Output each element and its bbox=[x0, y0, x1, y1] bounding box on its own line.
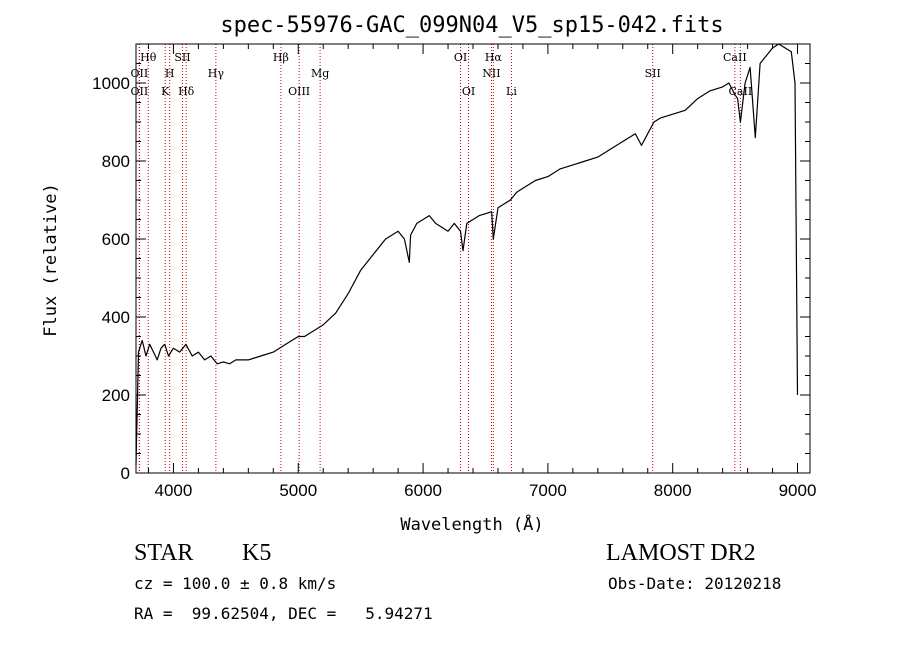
spectral-line-label: SII bbox=[174, 51, 190, 64]
object-subclass: K5 bbox=[242, 540, 272, 566]
x-tick-label: 6000 bbox=[404, 481, 442, 500]
y-tick-label: 800 bbox=[102, 152, 130, 171]
spectral-line-label: Li bbox=[506, 85, 517, 98]
x-tick-label: 8000 bbox=[654, 481, 692, 500]
spectral-line-label: Hβ bbox=[273, 51, 289, 64]
object-class: STAR bbox=[134, 540, 194, 566]
spectral-line-label: SII bbox=[645, 67, 661, 80]
spectral-line-label: Hα bbox=[485, 51, 503, 64]
spectrum-line bbox=[135, 43, 799, 466]
spectral-line-markers bbox=[138, 44, 741, 473]
y-tick-label: 400 bbox=[102, 308, 130, 327]
x-tick-label: 9000 bbox=[779, 481, 817, 500]
chart-title: spec-55976-GAC_099N04_V5_sp15-042.fits bbox=[220, 13, 723, 38]
spectral-line-label: H bbox=[165, 67, 175, 80]
survey-name: LAMOST DR2 bbox=[606, 540, 756, 566]
spectral-line-label: Hδ bbox=[178, 85, 195, 98]
coordinates: RA = 99.62504, DEC = 5.94271 bbox=[134, 604, 433, 623]
spectrum-series bbox=[135, 43, 799, 466]
axes: 4000 5000 6000 7000 8000 9000 0 200 400 600 800 100… bbox=[92, 43, 817, 500]
redshift-info: cz = 100.0 ± 0.8 km/s bbox=[134, 574, 337, 593]
y-axis-label: Flux (relative) bbox=[41, 183, 61, 337]
plot-frame bbox=[135, 43, 811, 474]
spectral-line-label: CaII bbox=[723, 51, 747, 64]
spectral-line-label: OIII bbox=[288, 85, 310, 98]
x-axis-label: Wavelength (Å) bbox=[400, 513, 543, 535]
spectral-line-label: OII bbox=[131, 67, 149, 80]
x-tick-label: 5000 bbox=[279, 481, 317, 500]
spectral-line-label: Mg bbox=[311, 67, 329, 80]
spectral-line-label: OI bbox=[454, 51, 467, 64]
spectral-line-label: CaII bbox=[729, 85, 753, 98]
y-tick-label: 600 bbox=[102, 230, 130, 249]
obs-date: Obs-Date: 20120218 bbox=[608, 574, 782, 593]
spectral-line-label: Hθ bbox=[140, 51, 157, 64]
spectral-line-label: OI bbox=[462, 85, 475, 98]
spectral-line-label: NII bbox=[482, 67, 500, 80]
y-tick-label: 1000 bbox=[92, 74, 130, 93]
x-tick-label: 7000 bbox=[529, 481, 567, 500]
spectral-line-label: Hγ bbox=[208, 67, 225, 80]
y-tick-label: 0 bbox=[121, 464, 130, 483]
x-tick-label: 4000 bbox=[155, 481, 193, 500]
spectral-line-label: OII bbox=[131, 85, 149, 98]
spectral-line-label: K bbox=[161, 85, 170, 98]
y-tick-label: 200 bbox=[102, 386, 130, 405]
